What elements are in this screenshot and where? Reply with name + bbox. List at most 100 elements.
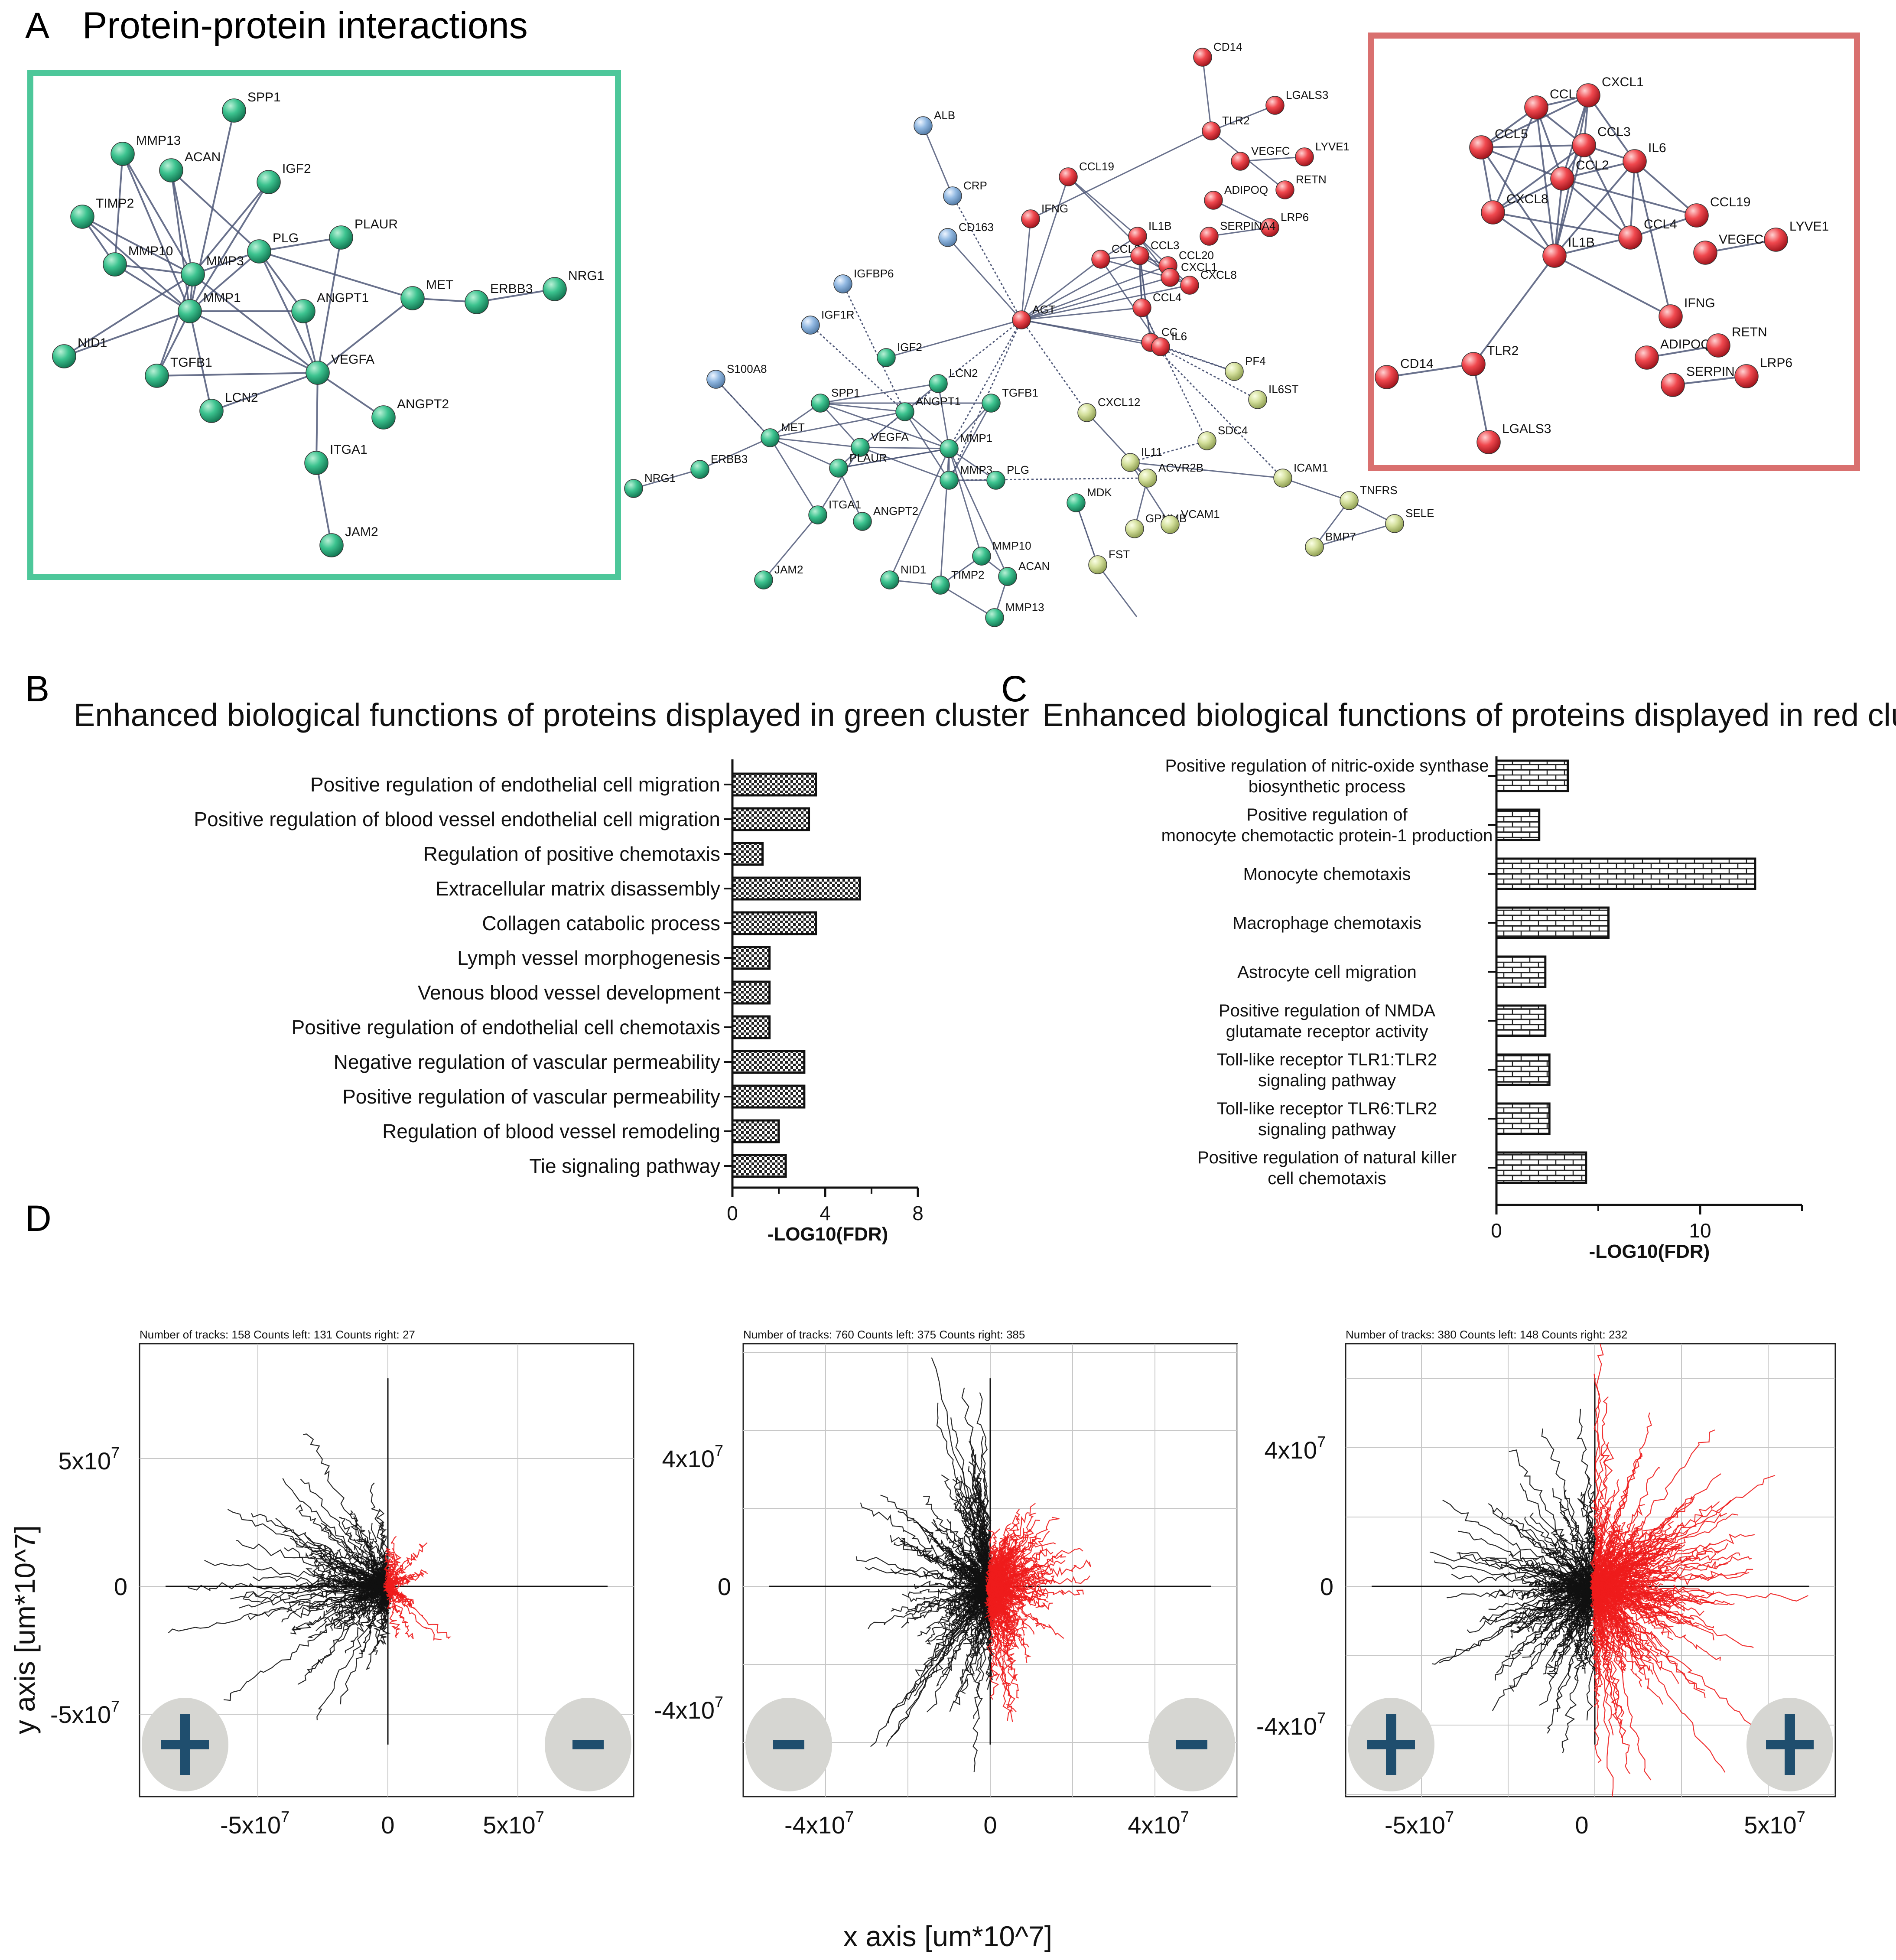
network-edge: [922, 125, 953, 196]
tick-exponent: 7: [1317, 1709, 1326, 1727]
green-zoom-edge: [192, 273, 319, 374]
red-zoom-node-ccl2: [1550, 166, 1574, 191]
network-edge: [1021, 277, 1171, 321]
network-node-mmp3: [940, 471, 959, 490]
green-zoom-node-label: TGFB1: [170, 355, 212, 370]
track-left: [1541, 1428, 1595, 1587]
network-edge: [699, 437, 771, 470]
network-node-erbb3: [690, 460, 709, 479]
green-zoom-edge: [317, 297, 413, 374]
panel-d-letter: D: [25, 1198, 52, 1239]
network-node-label: PLAUR: [849, 451, 887, 464]
network-node-label: CCL20: [1179, 249, 1214, 262]
x-tick-label: 10: [1689, 1219, 1711, 1242]
network-node-sele: [1385, 514, 1404, 533]
network-node-label: ANGPT1: [916, 395, 961, 408]
green-zoom-node-label: LCN2: [225, 391, 258, 405]
x-axis-title: x axis [um*10^7]: [843, 1920, 1052, 1952]
network-node-label: IGF1R: [821, 308, 855, 321]
track-right: [990, 1583, 1084, 1595]
green-cluster-bar-chart: 0 4 8 -LOG10(FDR) Positive regulation of end…: [194, 759, 924, 1245]
track-right: [1594, 1586, 1765, 1734]
y-tick-label: 0: [114, 1573, 127, 1600]
tracks-layer: [1429, 1344, 1808, 1797]
network-node-il6st: [1248, 390, 1267, 409]
network-edge: [886, 319, 1022, 358]
green-zoom-edge: [63, 273, 194, 357]
network-node-igfbp6: [833, 274, 852, 293]
track-right: [1594, 1552, 1740, 1587]
track-right: [989, 1549, 1046, 1587]
network-node-met: [761, 428, 780, 447]
green-zoom-node-label: MMP1: [203, 291, 241, 305]
category-label: Toll-like receptor TLR1:TLR2: [1217, 1050, 1437, 1069]
track-left: [917, 1584, 991, 1637]
red-zoom-node-label: CCL19: [1710, 195, 1750, 209]
network-edge: [1021, 218, 1031, 320]
green-zoom-node-label: TIMP2: [96, 196, 134, 211]
network-dotted-edge: [842, 283, 906, 412]
network-edge: [763, 514, 819, 580]
category-label: Venous blood vessel development: [418, 981, 720, 1004]
category-label: Tie signaling pathway: [529, 1155, 720, 1177]
network-node-ifng: [1021, 209, 1040, 228]
x-tick-label: -5x107: [1385, 1808, 1454, 1839]
green-zoom-edge: [192, 181, 270, 275]
red-zoom-node-ccl5: [1469, 135, 1493, 160]
bar-negative-regulation-of-vascular-permeability: [731, 1050, 806, 1074]
green-zoom-node-nrg1: [543, 277, 567, 301]
y-tick-label: -5x107: [50, 1697, 120, 1728]
network-edge: [1021, 319, 1161, 348]
track-right: [990, 1563, 1017, 1589]
network-node-il11: [1121, 453, 1140, 472]
category-label: Lymph vessel morphogenesis: [457, 947, 720, 969]
green-zoom-node-igf2: [257, 170, 281, 194]
network-edge: [948, 403, 992, 481]
red-zoom-edge: [1481, 144, 1584, 148]
green-zoom-edge: [170, 170, 194, 275]
network-node-ccl4: [1132, 298, 1151, 317]
network-edge: [948, 448, 1008, 577]
track-left: [236, 1540, 388, 1588]
green-zoom-edge: [317, 237, 342, 373]
network-edge: [948, 448, 982, 557]
category-label: Positive regulation of: [1246, 805, 1408, 824]
network-edge: [1030, 130, 1212, 220]
bar-positive-regulation-of-vascular-permeability: [731, 1084, 806, 1109]
network-edge: [948, 402, 992, 449]
track-left: [1488, 1582, 1595, 1598]
track-right: [1594, 1586, 1726, 1773]
network-dotted-edge: [949, 477, 1148, 481]
network-node-label: CXCL8: [1200, 268, 1237, 281]
green-zoom-node-vegfa: [306, 361, 330, 385]
track-right: [1594, 1530, 1689, 1587]
red-zoom-edge: [1473, 255, 1555, 365]
green-zoom-node-mmp3: [181, 262, 205, 287]
x-axis-label: -LOG10(FDR): [1589, 1241, 1710, 1262]
green-zoom-edge: [317, 372, 384, 418]
bar-toll-like-receptor-tlr1-tlr2-signaling-pathway: [1495, 1053, 1551, 1086]
track-right: [1594, 1548, 1698, 1589]
red-zoom-edge: [1480, 147, 1555, 257]
red-zoom-edge: [1473, 364, 1489, 443]
green-zoom-edge: [315, 372, 319, 463]
network-node-label: PF4: [1245, 355, 1266, 368]
network-node-tgfb1: [982, 394, 1001, 413]
network-node-label: CXCL12: [1098, 396, 1140, 409]
x-tick-label: -5x107: [220, 1808, 289, 1839]
network-node-pf4: [1225, 362, 1244, 381]
track-left: [316, 1586, 388, 1720]
track-right: [1594, 1524, 1622, 1587]
bar-toll-like-receptor-tlr6-tlr2-signaling-pathway: [1495, 1102, 1551, 1135]
network-node-acvr2b: [1138, 469, 1157, 488]
red-zoom-node-cxcl1: [1576, 83, 1600, 107]
network-dotted-edge: [1141, 307, 1208, 441]
network-node-angpt2: [853, 512, 872, 531]
green-zoom-node-tgfb1: [145, 364, 169, 388]
track-left: [243, 1586, 388, 1600]
x-tick-label: 4x107: [1128, 1808, 1189, 1839]
green-zoom-node-angpt2: [371, 405, 396, 430]
network-node-label: CC: [1161, 326, 1178, 339]
network-edge: [1021, 284, 1190, 321]
network-node-label: JAM2: [774, 563, 803, 576]
